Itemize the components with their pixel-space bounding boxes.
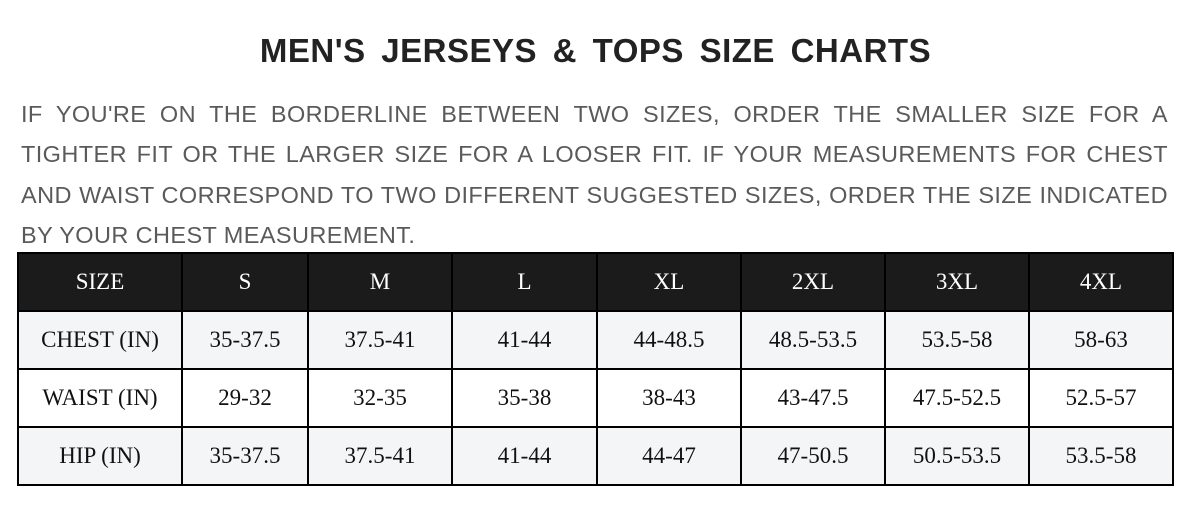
column-header: 2XL xyxy=(740,252,886,312)
column-header: 4XL xyxy=(1028,252,1174,312)
page-title: MEN'S JERSEYS & TOPS SIZE CHARTS xyxy=(259,32,932,69)
table-cell: 43-47.5 xyxy=(740,368,886,428)
table-cell: 50.5-53.5 xyxy=(884,426,1030,486)
table-cell: 48.5-53.5 xyxy=(740,310,886,370)
row-label: CHEST (IN) xyxy=(17,310,183,370)
size-chart-table: SIZE S M L XL 2XL 3XL 4XL CHEST (IN) 35-37.5 37.5… xyxy=(17,252,1174,486)
column-header: S xyxy=(181,252,309,312)
table-cell: 41-44 xyxy=(451,426,598,486)
column-header: XL xyxy=(596,252,742,312)
sizing-note: IF YOU'RE ON THE BORDERLINE BETWEEN TWO … xyxy=(21,101,1168,248)
table-cell: 53.5-58 xyxy=(1028,426,1174,486)
table-cell: 47.5-52.5 xyxy=(884,368,1030,428)
column-header: SIZE xyxy=(17,252,183,312)
table-cell: 52.5-57 xyxy=(1028,368,1174,428)
column-header: 3XL xyxy=(884,252,1030,312)
table-row: HIP (IN) 35-37.5 37.5-41 41-44 44-47 47-50.5 5… xyxy=(17,426,1174,486)
table-cell: 35-37.5 xyxy=(181,426,309,486)
table-cell: 38-43 xyxy=(596,368,742,428)
table-cell: 32-35 xyxy=(307,368,453,428)
row-label: HIP (IN) xyxy=(17,426,183,486)
table-cell: 37.5-41 xyxy=(307,426,453,486)
table-cell: 37.5-41 xyxy=(307,310,453,370)
table-cell: 47-50.5 xyxy=(740,426,886,486)
table-row: WAIST (IN) 29-32 32-35 35-38 38-43 43-47.5 47.… xyxy=(17,368,1174,428)
table-cell: 44-48.5 xyxy=(596,310,742,370)
row-label: WAIST (IN) xyxy=(17,368,183,428)
header-row: SIZE S M L XL 2XL 3XL 4XL xyxy=(17,252,1174,312)
table-cell: 41-44 xyxy=(451,310,598,370)
table-cell: 58-63 xyxy=(1028,310,1174,370)
table-cell: 53.5-58 xyxy=(884,310,1030,370)
table-cell: 44-47 xyxy=(596,426,742,486)
column-header: M xyxy=(307,252,453,312)
table-cell: 35-38 xyxy=(451,368,598,428)
table-row: CHEST (IN) 35-37.5 37.5-41 41-44 44-48.5 48.5… xyxy=(17,310,1174,370)
table-cell: 35-37.5 xyxy=(181,310,309,370)
column-header: L xyxy=(451,252,598,312)
table-cell: 29-32 xyxy=(181,368,309,428)
